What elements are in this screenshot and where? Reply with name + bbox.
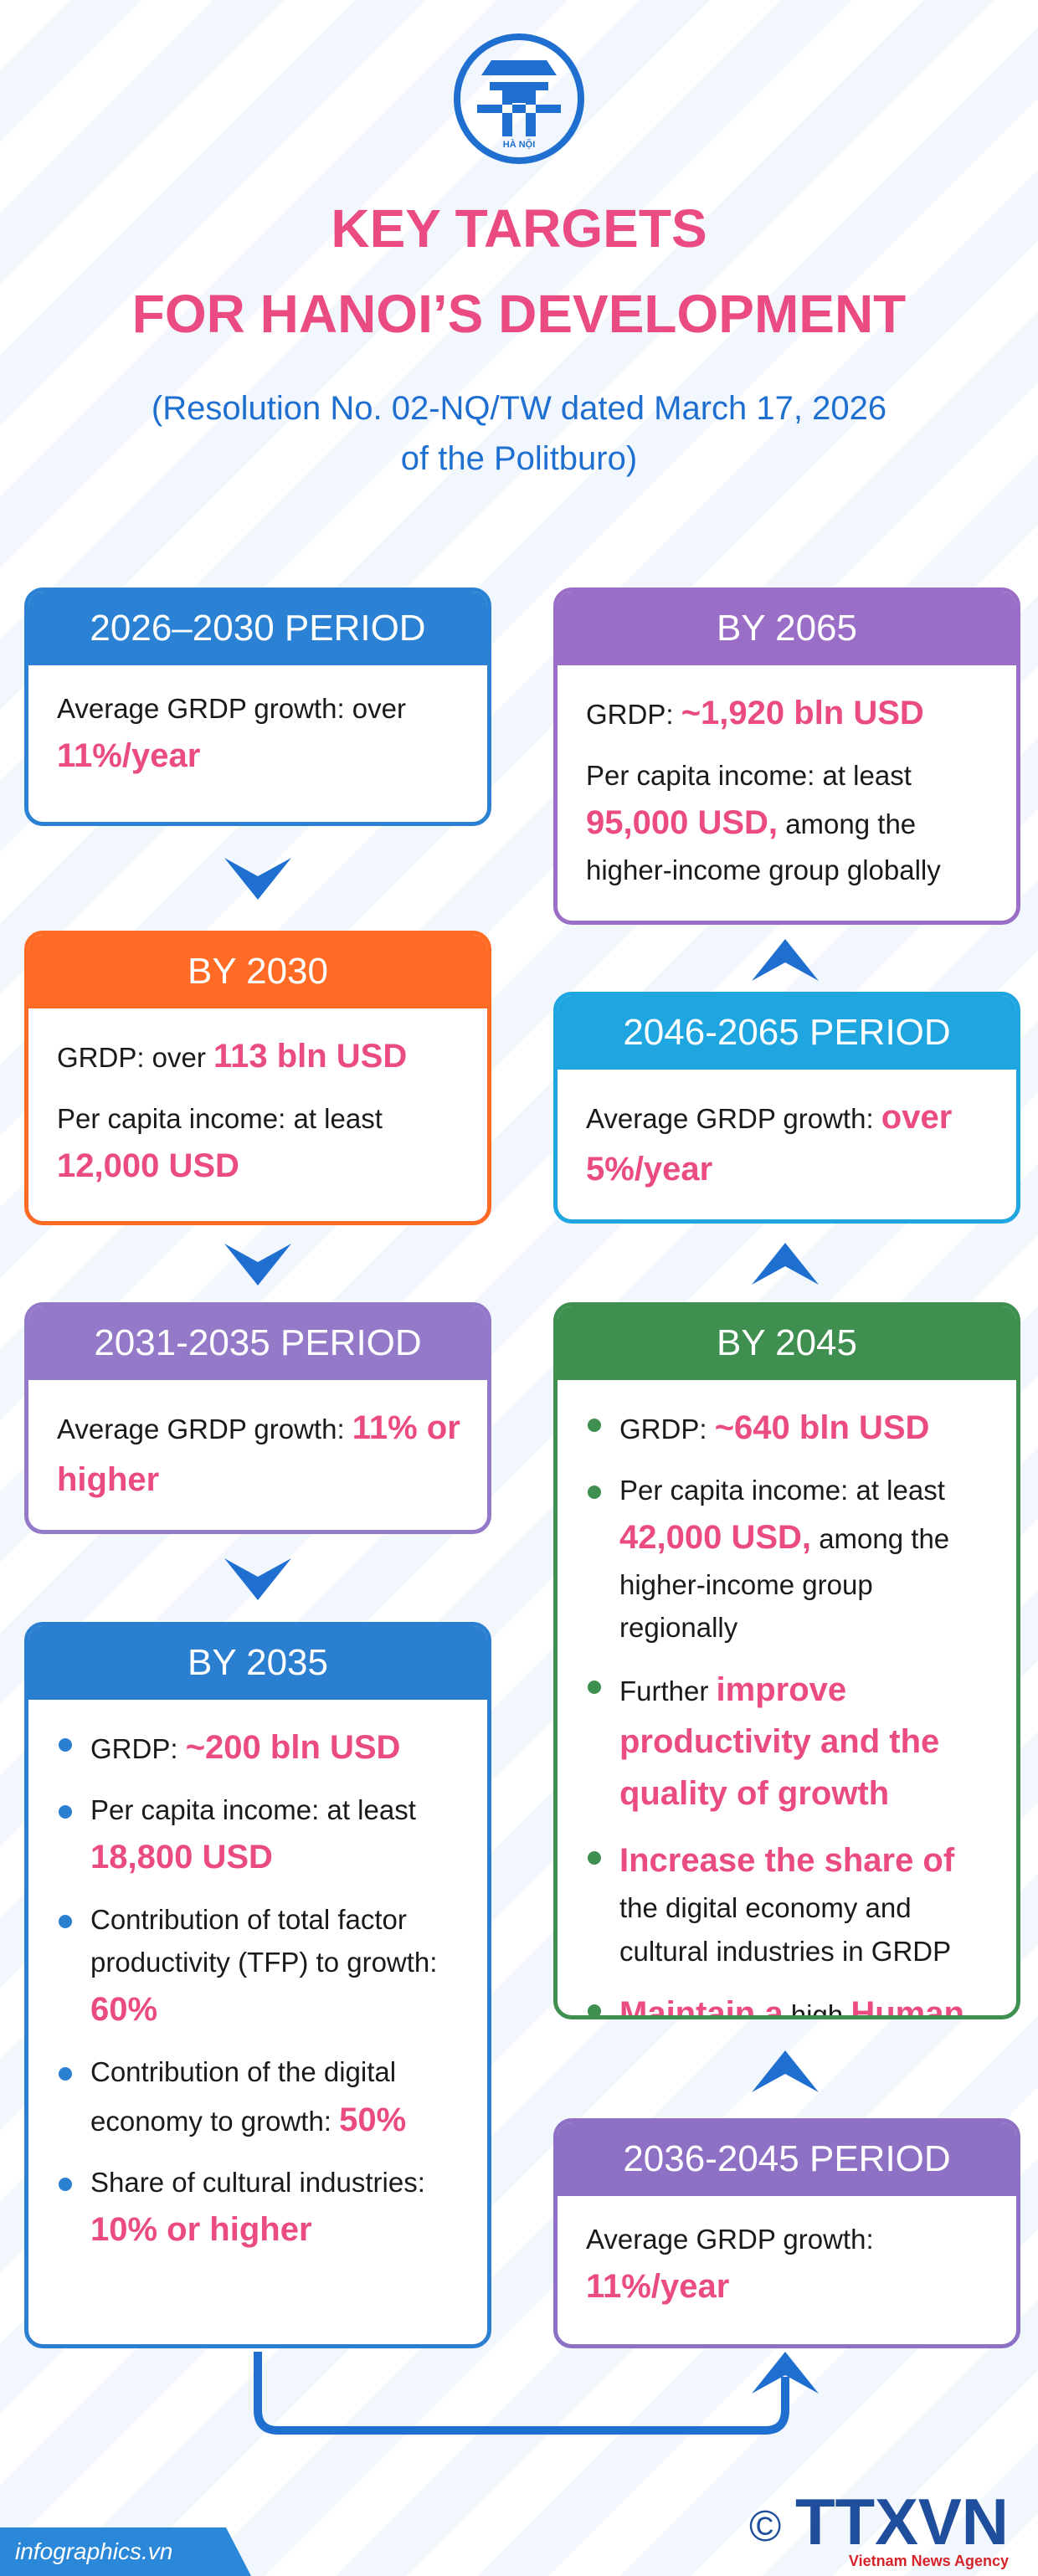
card-body: Average GRDP growth: 11% or higher [28,1380,487,1530]
card-body: Average GRDP growth: over 5%/year [558,1070,1016,1219]
connector-arrow [752,2352,819,2394]
card-header: BY 2045 [558,1306,1016,1380]
item: GRDP: ~640 bln USD [586,1402,991,1454]
card-header: BY 2030 [28,935,487,1008]
title: KEY TARGETS [331,198,707,259]
logo-text: HÀ NỘI [503,139,536,150]
body-text: GRDP: [586,699,681,730]
item: GRDP: ~200 bln USD [57,1722,462,1773]
card-body: Average GRDP growth: over 11%/year [28,665,487,813]
highlight-text: 60% [90,1991,158,2029]
body-text: Contribution of the digital economy to g… [90,2056,397,2137]
card-header: 2026–2030 PERIOD [28,592,487,665]
highlight-text: 11%/year [586,2268,730,2306]
item: Increase the share of the digital econom… [586,1835,991,1972]
item: Maintain a high Human Development Index [586,1988,991,2019]
body-text: Share of cultural industries: [90,2166,425,2198]
source: infographics.vn [15,2538,172,2564]
highlight-text: 95,000 USD, [586,804,778,842]
card: BY 2065 GRDP: ~1,920 bln USD Per capita in… [553,588,1020,925]
card: BY 2035 GRDP: ~200 bln USD Per capita inco… [24,1622,491,2348]
connector [254,2352,789,2435]
item: Average GRDP growth: 11% or higher [57,1402,462,1506]
arrows [224,858,819,2092]
highlight-text: 42,000 USD, [619,1519,812,1557]
body-text: Average GRDP growth: [57,1414,352,1445]
body-text: the digital economy and cultural industr… [619,1892,952,1967]
item: Average GRDP growth: over 11%/year [57,687,462,782]
card-body: Average GRDP growth: 11%/year [558,2196,1016,2344]
item: GRDP: ~1,920 bln USD [586,687,991,739]
body-text: GRDP: [90,1733,186,1764]
title: FOR HANOI’S DEVELOPMENT [131,284,907,344]
body-text: among the higher-income group globally [586,808,941,886]
card-header: 2046-2065 PERIOD [558,996,1016,1070]
highlight-text: 10% or higher [90,2210,312,2248]
card: BY 2045 GRDP: ~640 bln USD Per capita inco… [553,1302,1020,2019]
item: GRDP: over 113 bln USD [57,1030,462,1082]
card: 2031-2035 PERIOD Average GRDP growth: 11%… [24,1302,491,1534]
body-text: GRDP: over [57,1042,214,1073]
card-body: GRDP: ~1,920 bln USD Per capita income: a… [558,665,1016,921]
card: 2026–2030 PERIOD Average GRDP growth: ove… [24,588,491,826]
highlight-text: 12,000 USD [57,1147,239,1185]
item: Per capita income: at least 42,000 USD, … [586,1469,991,1649]
body-text: Further [619,1675,717,1707]
highlight-text: 11%/year [57,737,201,775]
body-text: high [783,1999,851,2019]
body-text: Per capita income: at least [619,1475,945,1506]
highlight-text: Increase the share of [619,1842,955,1880]
agency: TTXVN [795,2485,1009,2558]
copyright: © [749,2502,781,2551]
body-text: Per capita income: at least [586,760,912,791]
highlight-text: 50% [339,2101,407,2138]
highlight-text: improve productivity and the quality of … [619,1671,940,1813]
card: 2036-2045 PERIOD Average GRDP growth: 11%… [553,2118,1020,2348]
highlight-text: ~1,920 bln USD [681,695,924,731]
item: Per capita income: at least 12,000 USD [57,1097,462,1192]
agency-sub: Vietnam News Agency [849,2553,1009,2569]
card: 2046-2065 PERIOD Average GRDP growth: ove… [553,992,1020,1224]
subtitle: (Resolution No. 02-NQ/TW dated March 17,… [151,390,887,427]
item: Average GRDP growth: 11%/year [586,2218,991,2312]
highlight-text: 18,800 USD [90,1839,273,1876]
highlight-text: Human Development Index [850,1994,964,2019]
body-text: Contribution of total factor productivit… [90,1904,438,1978]
card-body: GRDP: ~640 bln USD Per capita income: at … [558,1380,1016,2019]
item: Share of cultural industries: 10% or hig… [57,2161,462,2255]
body-text: Average GRDP growth: [586,1103,881,1134]
card-header: 2036-2045 PERIOD [558,2122,1016,2196]
item: Contribution of total factor productivit… [57,1898,462,2035]
highlight-text: ~200 bln USD [185,1729,401,1766]
subtitle: of the Politburo) [400,440,638,477]
highlight-text: 11% or higher [57,1409,460,1498]
highlight-text: Maintain a [619,1994,784,2019]
body-text: among the higher-income group regionally [619,1523,950,1644]
footer-strip [0,2527,251,2576]
body-text: Average GRDP growth: over [57,693,406,724]
card-header: BY 2065 [558,592,1016,665]
card: BY 2030 GRDP: over 113 bln USD Per capita … [24,931,491,1225]
item: Average GRDP growth: over 5%/year [586,1091,991,1195]
body-text: Average GRDP growth: [586,2224,874,2255]
highlight-text: 113 bln USD [213,1038,408,1075]
highlight-text: ~640 bln USD [714,1409,930,1446]
item: Per capita income: at least 95,000 USD, … [586,754,991,891]
body-text: Per capita income: at least [90,1794,416,1825]
body-text: Per capita income: at least [57,1103,383,1134]
body-text: GRDP: [619,1414,715,1445]
highlight-text: over 5%/year [586,1099,953,1188]
card-header: 2031-2035 PERIOD [28,1306,487,1380]
logo: HÀ NỘI [454,33,584,164]
card-body: GRDP: ~200 bln USD Per capita income: at … [28,1700,487,2287]
card-header: BY 2035 [28,1626,487,1700]
card-body: GRDP: over 113 bln USD Per capita income:… [28,1008,487,1221]
item: Further improve productivity and the qua… [586,1664,991,1819]
item: Per capita income: at least 18,800 USD [57,1788,462,1883]
item: Contribution of the digital economy to g… [57,2050,462,2145]
